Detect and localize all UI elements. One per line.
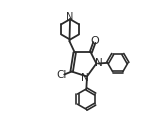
Text: N: N <box>95 58 103 68</box>
Text: N: N <box>81 73 89 83</box>
Text: N: N <box>66 12 74 22</box>
Text: O: O <box>91 36 99 46</box>
Text: Cl: Cl <box>56 70 66 80</box>
